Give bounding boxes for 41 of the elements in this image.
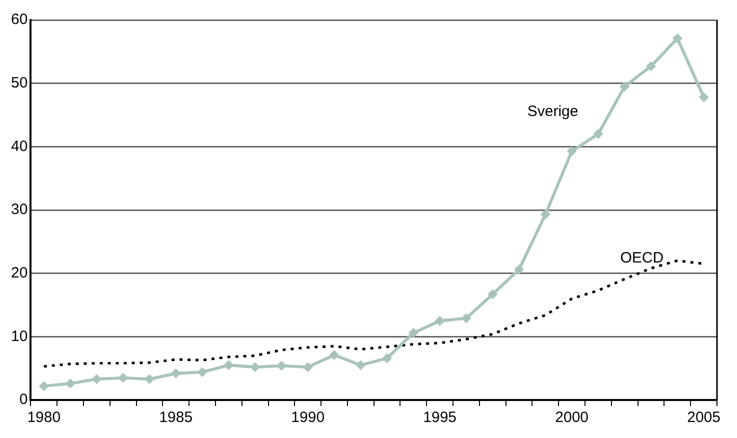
series-label: OECD bbox=[620, 250, 664, 267]
point bbox=[434, 316, 445, 326]
point bbox=[92, 374, 102, 384]
x-tick-label: 2000 bbox=[555, 409, 589, 426]
y-tick-label: 40 bbox=[10, 138, 28, 155]
point bbox=[38, 381, 49, 392]
y-tick-label: 10 bbox=[10, 328, 28, 345]
x-tick-label: 2005 bbox=[687, 409, 720, 426]
series-label: Sverige bbox=[527, 103, 578, 120]
x-tick-label: 1985 bbox=[159, 409, 193, 426]
point bbox=[698, 92, 709, 102]
point bbox=[540, 209, 550, 220]
point bbox=[620, 82, 630, 92]
point bbox=[197, 367, 208, 378]
y-tick-label: 30 bbox=[10, 201, 28, 218]
point bbox=[356, 360, 366, 370]
point bbox=[566, 146, 577, 156]
x-tick-label: 1995 bbox=[423, 409, 457, 426]
point bbox=[302, 362, 313, 372]
point bbox=[144, 374, 154, 384]
y-tick-label: 60 bbox=[10, 11, 28, 28]
y-tick-label: 0 bbox=[19, 391, 28, 408]
y-tick-label: 20 bbox=[10, 264, 28, 282]
point bbox=[224, 360, 234, 370]
point bbox=[593, 129, 604, 139]
y-tick-label: 50 bbox=[10, 74, 28, 92]
point bbox=[382, 353, 392, 364]
point bbox=[250, 362, 260, 372]
point bbox=[488, 289, 498, 300]
point bbox=[461, 313, 472, 324]
point bbox=[408, 328, 418, 338]
point bbox=[329, 350, 340, 360]
point bbox=[514, 264, 524, 275]
point bbox=[646, 61, 656, 72]
x-tick-label: 1990 bbox=[291, 409, 325, 426]
point bbox=[65, 378, 76, 389]
point bbox=[170, 368, 181, 378]
x-tick-label: 1980 bbox=[27, 409, 61, 426]
point bbox=[118, 372, 128, 383]
point bbox=[672, 33, 682, 44]
point bbox=[276, 360, 286, 371]
